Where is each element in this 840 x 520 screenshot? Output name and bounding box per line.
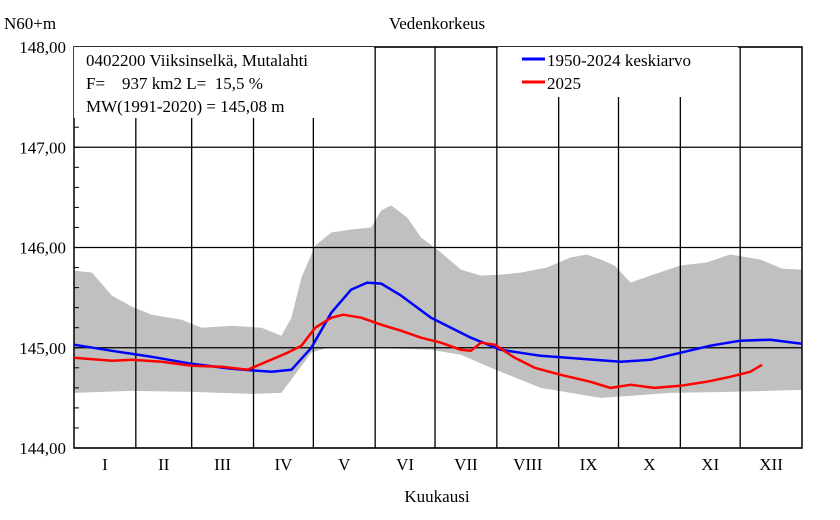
info-line-area: F= 937 km2 L= 15,5 %: [86, 74, 263, 93]
x-tick-label: VI: [396, 455, 414, 474]
x-tick-label: X: [643, 455, 655, 474]
x-tick-labels: I II III IV V VI VII VIII IX X XI XII: [102, 455, 783, 474]
plot-frame: [73, 46, 803, 449]
y-tick-label: 145,00: [19, 339, 66, 358]
x-tick-label: I: [102, 455, 108, 474]
y-tick-label: 144,00: [19, 439, 66, 458]
x-tick-label: XI: [701, 455, 719, 474]
y-axis-label: N60+m: [4, 14, 56, 33]
legend-background: [498, 47, 738, 97]
series-layer: [73, 281, 803, 390]
x-tick-label: IX: [580, 455, 598, 474]
legend-label-2025: 2025: [547, 74, 581, 93]
chart-title: Vedenkorkeus: [389, 14, 485, 33]
y-tick-labels: 144,00 145,00 146,00 147,00 148,00: [19, 38, 66, 458]
y-tick-label: 148,00: [19, 38, 66, 57]
x-tick-label: VII: [454, 455, 478, 474]
min-max-band-layer: [74, 205, 802, 398]
legend-label-mean: 1950-2024 keskiarvo: [547, 51, 691, 70]
x-tick-label: XII: [759, 455, 783, 474]
series-line-2025: [73, 313, 763, 390]
x-tick-label: III: [214, 455, 231, 474]
x-axis-label: Kuukausi: [404, 487, 469, 506]
info-box-background: [74, 47, 374, 118]
min-max-band: [74, 205, 802, 398]
x-tick-label: V: [338, 455, 351, 474]
legend: 1950-2024 keskiarvo 2025: [498, 47, 738, 97]
info-line-mw: MW(1991-2020) = 145,08 m: [86, 97, 284, 116]
x-tick-label: VIII: [513, 455, 543, 474]
y-tick-label: 146,00: [19, 239, 66, 258]
y-tick-label: 147,00: [19, 138, 66, 157]
x-tick-label: IV: [274, 455, 293, 474]
info-line-station: 0402200 Viiksinselkä, Mutalahti: [86, 51, 308, 70]
x-tick-label: II: [158, 455, 170, 474]
